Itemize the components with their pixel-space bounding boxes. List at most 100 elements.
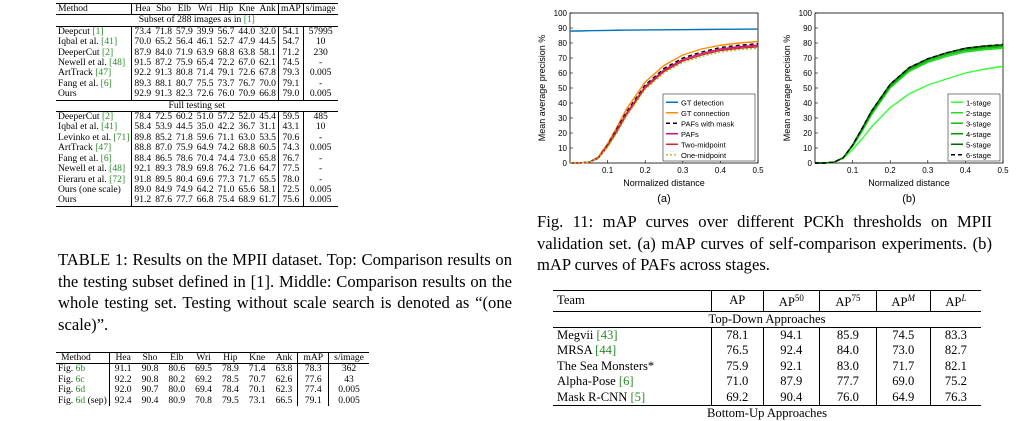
legend-box	[662, 93, 756, 162]
y-tick-label: 10	[803, 144, 812, 153]
value-cell: 71.8	[176, 131, 193, 143]
citation-link[interactable]: [41]	[101, 36, 118, 48]
value-cell: 0.005	[302, 184, 338, 196]
value-cell: 68.9	[238, 194, 256, 206]
citation-link[interactable]: [6]	[618, 374, 634, 389]
value-cell: 84.9	[155, 183, 172, 195]
table3: Team AP AP50 AP75 APM APL Top-Down Approaches M…	[553, 290, 981, 421]
value-cell: 80.8	[176, 67, 193, 79]
value-cell: 76.7	[238, 77, 256, 89]
citation-link[interactable]: [2]	[101, 46, 114, 58]
citation-link[interactable]: [5]	[630, 389, 646, 404]
citation-link[interactable]: [2]	[101, 111, 114, 123]
table1-caption: TABLE 1: Results on the MPII dataset. To…	[58, 249, 512, 335]
legend-label: One-midpoint	[681, 151, 727, 160]
table-row: Megvii [43] 78.1 94.1 85.9 74.5 83.3	[553, 327, 981, 344]
method-cell: Newell et al. [48]	[58, 57, 126, 69]
figure-link[interactable]: 6c	[75, 373, 85, 385]
column-header: Ank	[275, 352, 293, 363]
citation-link[interactable]: [6]	[100, 152, 112, 164]
citation-link[interactable]: [6]	[100, 77, 112, 89]
value-cell: -	[302, 153, 338, 165]
table-row: Fig. 6b 91.1 90.8 80.6 69.5 78.9 71.4 63.8 78.3 3…	[56, 364, 369, 375]
value-cell: 71.7	[875, 358, 931, 375]
value-cell: 52.7	[217, 36, 235, 48]
y-tick-label: 70	[558, 54, 567, 63]
value-cell: 89.0	[131, 184, 154, 196]
legend-label: 2-stage	[966, 109, 991, 118]
value-cell: 58.1	[259, 183, 276, 195]
citation-link[interactable]: [47]	[95, 67, 112, 79]
table-row: Fang et al. [6] 88.4 86.5 78.6 70.4 74.4 73.0 6…	[56, 152, 338, 165]
value-cell: 71.0	[217, 183, 235, 195]
value-cell: 92.2	[108, 374, 137, 386]
method-cell: Fieraru et al. [72]	[58, 173, 126, 185]
table3-grid: Team AP AP50 AP75 APM APL Top-Down Approaches M…	[553, 290, 981, 421]
value-cell: 63.8	[238, 46, 256, 58]
column-header: AP	[711, 290, 763, 312]
legend-label: 4-stage	[966, 130, 991, 139]
value-cell: 0.005	[302, 89, 338, 101]
y-tick-label: 0	[563, 159, 568, 168]
value-cell: 70.1	[248, 384, 266, 396]
citation-link[interactable]: [71]	[113, 131, 130, 143]
value-cell: 78.5	[221, 373, 239, 385]
value-cell: 92.0	[108, 384, 137, 396]
table-row: MRSA [44] 76.5 92.4 84.0 73.0 82.7	[553, 343, 981, 359]
value-cell: 72.5	[277, 184, 304, 196]
figure-link[interactable]: 6d	[75, 394, 86, 406]
value-cell: 72.5	[155, 111, 172, 123]
value-cell: 75.9	[176, 57, 193, 69]
citation-link[interactable]: [44]	[595, 343, 617, 358]
table-row: Ours (one scale) 89.0 84.9 74.9 64.2 71.0 65.6…	[56, 183, 338, 196]
table-row: Levinko et al. [71] 89.8 85.2 71.8 59.6 71.1 6…	[56, 131, 338, 144]
value-cell: 51.0	[196, 111, 214, 123]
figure-link[interactable]: 6b	[75, 363, 86, 375]
value-cell: 89.5	[155, 173, 172, 185]
value-cell: 62.1	[259, 57, 276, 69]
value-cell: 77.6	[297, 374, 329, 386]
value-cell: 56.4	[176, 36, 193, 48]
value-cell: 70.9	[238, 88, 256, 100]
value-cell: 71.4	[248, 363, 266, 375]
method-cell: ArtTrack [47]	[58, 142, 112, 154]
series-line	[570, 28, 759, 32]
table-row: Fig. 6d (sep) 92.4 90.4 80.9 70.8 79.5 73.1 66.…	[56, 394, 369, 407]
value-cell: 87.9	[762, 374, 820, 390]
value-cell: 70.0	[131, 36, 154, 48]
value-cell: 69.5	[195, 363, 212, 375]
citation-link[interactable]: [1]	[92, 25, 104, 37]
citation-link[interactable]: [48]	[109, 163, 126, 175]
value-cell: 73.0	[875, 343, 931, 359]
method-cell: Ours (one scale)	[58, 183, 121, 195]
legend-label: 5-stage	[966, 140, 991, 149]
section-title: Bottom-Up Approaches	[707, 406, 827, 421]
method-cell: Iqbal et al. [41]	[58, 121, 118, 133]
citation-link[interactable]: [41]	[101, 121, 118, 133]
value-cell: 45.4	[259, 111, 276, 123]
table2: Method Hea Sho Elb Wri Hip Kne Ank mAP s/image Fig…	[56, 352, 369, 407]
column-header: Kne	[238, 3, 255, 14]
value-cell: 74.9	[176, 183, 193, 195]
method-cell: Fig. 6b	[58, 363, 86, 375]
citation-link[interactable]: [43]	[596, 328, 618, 342]
citation-link[interactable]: [47]	[95, 142, 112, 154]
value-cell: 54.7	[277, 36, 304, 48]
value-cell: 74.3	[277, 142, 304, 154]
citation-link[interactable]: [1]	[243, 14, 255, 26]
value-cell: 0.005	[302, 142, 338, 154]
figure-link[interactable]: 6d	[75, 384, 86, 396]
value-cell: 90.8	[141, 373, 159, 385]
column-header: Wri	[196, 352, 211, 363]
value-cell: 68.8	[217, 46, 235, 58]
value-cell: 71.1	[217, 131, 235, 143]
x-axis-label: Normalized distance	[868, 178, 950, 188]
value-cell: 76.7	[277, 153, 304, 165]
citation-link[interactable]: [48]	[109, 57, 126, 69]
citation-link[interactable]: [72]	[109, 173, 126, 185]
y-axis-label: Mean average precision %	[537, 35, 547, 142]
value-cell: 485	[302, 111, 338, 123]
table2-header-row: Method Hea Sho Elb Wri Hip Kne Ank mAP s/image	[56, 352, 369, 364]
y-tick-label: 100	[799, 9, 813, 18]
y-tick-label: 40	[803, 99, 812, 108]
